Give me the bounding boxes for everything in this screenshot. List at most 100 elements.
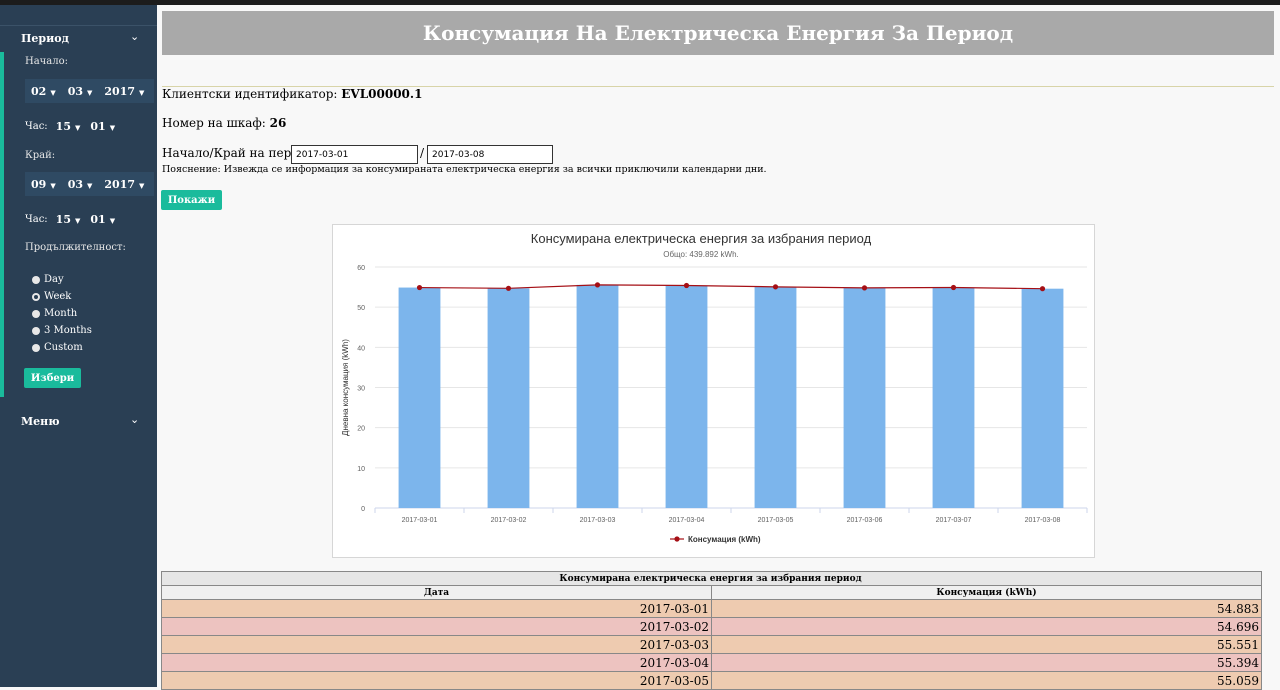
- duration-option-label: Custom: [44, 342, 83, 353]
- table-row: 2017-03-02 54.696: [161, 617, 1262, 636]
- chevron-down-icon[interactable]: ⌄: [130, 413, 140, 426]
- x-tick-label: 2017-03-05: [758, 517, 794, 524]
- start-hour-row: Час: 15 ▼ 01 ▼: [25, 120, 115, 133]
- table-row: 2017-03-04 55.394: [161, 653, 1262, 672]
- x-tick-label: 2017-03-07: [936, 517, 972, 524]
- radio-selected-icon[interactable]: [32, 292, 40, 301]
- duration-radio-day[interactable]: Day: [32, 274, 64, 285]
- period-section-header[interactable]: Период ⌄: [0, 25, 157, 71]
- duration-option-label: 3 Months: [44, 325, 92, 336]
- consumption-line: [419, 284, 1043, 290]
- consumption-chart: Консумирана електрическа енергия за избр…: [332, 224, 1095, 558]
- start-month-select[interactable]: 03 ▼: [62, 85, 99, 98]
- duration-option-label: Day: [44, 274, 64, 285]
- table-cell-value: 55.551: [711, 635, 1262, 654]
- end-hour-row: Час: 15 ▼ 01 ▼: [25, 213, 115, 226]
- start-minute-select[interactable]: 01 ▼: [84, 120, 115, 133]
- x-tick-label: 2017-03-04: [669, 517, 705, 524]
- start-hour-label: Час:: [25, 121, 48, 132]
- chevron-down-icon[interactable]: ⌄: [130, 30, 140, 43]
- line-point: [861, 285, 868, 291]
- caret-down-icon: ▼: [139, 180, 145, 190]
- start-label: Начало:: [25, 56, 68, 67]
- menu-section-header[interactable]: Меню ⌄: [0, 410, 157, 434]
- client-id-value: EVL00000.1: [341, 87, 423, 101]
- start-day-select[interactable]: 02 ▼: [25, 85, 62, 98]
- end-day-select[interactable]: 09 ▼: [25, 178, 62, 191]
- period-separator: /: [420, 146, 425, 160]
- caret-down-icon: ▼: [74, 123, 81, 132]
- table-cell-value: 54.883: [711, 599, 1262, 618]
- table-row: 2017-03-03 55.551: [161, 635, 1262, 654]
- end-month-select[interactable]: 03 ▼: [62, 178, 99, 191]
- end-year-select[interactable]: 2017 ▼: [98, 178, 150, 191]
- cabinet-label: Номер на шкаф:: [162, 116, 266, 130]
- duration-option-label: Month: [44, 308, 78, 319]
- table-cell-date: 2017-03-01: [161, 599, 712, 618]
- sidebar: Период ⌄ Начало: 02 ▼ 03 ▼ 2017 ▼ Час: 15 ▼ …: [0, 5, 157, 687]
- duration-radio-3-months[interactable]: 3 Months: [32, 325, 92, 336]
- radio-icon[interactable]: [32, 275, 40, 284]
- top-bar: [0, 0, 1280, 5]
- line-point: [416, 284, 423, 291]
- line-point: [950, 284, 957, 291]
- line-point: [594, 282, 601, 288]
- duration-radio-custom[interactable]: Custom: [32, 342, 83, 353]
- duration-radio-month[interactable]: Month: [32, 308, 77, 319]
- start-year-value: 2017: [104, 84, 136, 98]
- y-tick-label: 20: [357, 426, 365, 433]
- chart-subtitle: Общо: 439.892 kWh.: [663, 250, 739, 259]
- y-tick-label: 0: [361, 506, 365, 513]
- table-header-consumption: Консумация (kWh): [711, 585, 1262, 600]
- period-start-input[interactable]: 2017-03-01: [291, 145, 418, 164]
- divider: [162, 86, 1274, 87]
- client-id-label: Клиентски идентификатор:: [162, 87, 338, 101]
- start-hour-select[interactable]: 15 ▼: [56, 120, 85, 133]
- y-tick-label: 60: [357, 265, 365, 272]
- caret-down-icon: ▼: [109, 123, 116, 132]
- table-header-date: Дата: [161, 585, 712, 600]
- y-axis-label: Дневна консумация (kWh): [341, 339, 350, 436]
- choose-button[interactable]: Избери: [24, 368, 81, 388]
- chart-svg: Консумирана електрическа енергия за избр…: [341, 231, 1088, 544]
- x-tick-label: 2017-03-08: [1025, 517, 1061, 524]
- line-point: [1039, 286, 1046, 292]
- end-hour-label: Час:: [25, 214, 48, 225]
- line-point: [683, 282, 690, 289]
- chart-title: Консумирана електрическа енергия за избр…: [531, 231, 872, 246]
- start-year-select[interactable]: 2017 ▼: [98, 85, 150, 98]
- end-hour-select[interactable]: 15 ▼: [56, 213, 85, 226]
- table-cell-value: 55.059: [711, 671, 1262, 690]
- caret-down-icon: ▼: [139, 87, 145, 97]
- table-cell-value: 54.696: [711, 617, 1262, 636]
- legend-label: Консумация (kWh): [688, 535, 761, 544]
- bar: [843, 287, 886, 508]
- menu-title: Меню: [21, 415, 60, 428]
- start-day-value: 02: [31, 84, 47, 98]
- bar: [398, 287, 441, 508]
- duration-radio-week[interactable]: Week: [32, 291, 71, 302]
- caret-down-icon: ▼: [50, 180, 56, 190]
- radio-icon[interactable]: [32, 309, 40, 318]
- radio-icon[interactable]: [32, 343, 40, 352]
- x-tick-label: 2017-03-02: [491, 517, 527, 524]
- x-tick-label: 2017-03-03: [580, 517, 616, 524]
- bar: [932, 287, 975, 508]
- show-button[interactable]: Покажи: [161, 190, 222, 210]
- end-minute-select[interactable]: 01 ▼: [84, 213, 115, 226]
- client-id-row: Клиентски идентификатор: EVL00000.1: [162, 87, 422, 101]
- end-label: Край:: [25, 150, 56, 161]
- radio-icon[interactable]: [32, 326, 40, 335]
- period-title: Период: [21, 32, 69, 45]
- end-minute-value: 01: [90, 213, 106, 226]
- table-cell-date: 2017-03-03: [161, 635, 712, 654]
- duration-label: Продължителност:: [25, 242, 126, 253]
- period-end-input[interactable]: 2017-03-08: [427, 145, 553, 164]
- table-row: 2017-03-01 54.883: [161, 599, 1262, 618]
- start-date-selects: 02 ▼ 03 ▼ 2017 ▼: [25, 79, 154, 103]
- end-hour-value: 15: [55, 213, 71, 226]
- end-day-value: 09: [31, 177, 47, 191]
- y-tick-label: 40: [357, 345, 365, 352]
- legend-point-icon: [674, 536, 680, 542]
- caret-down-icon: ▼: [109, 216, 116, 225]
